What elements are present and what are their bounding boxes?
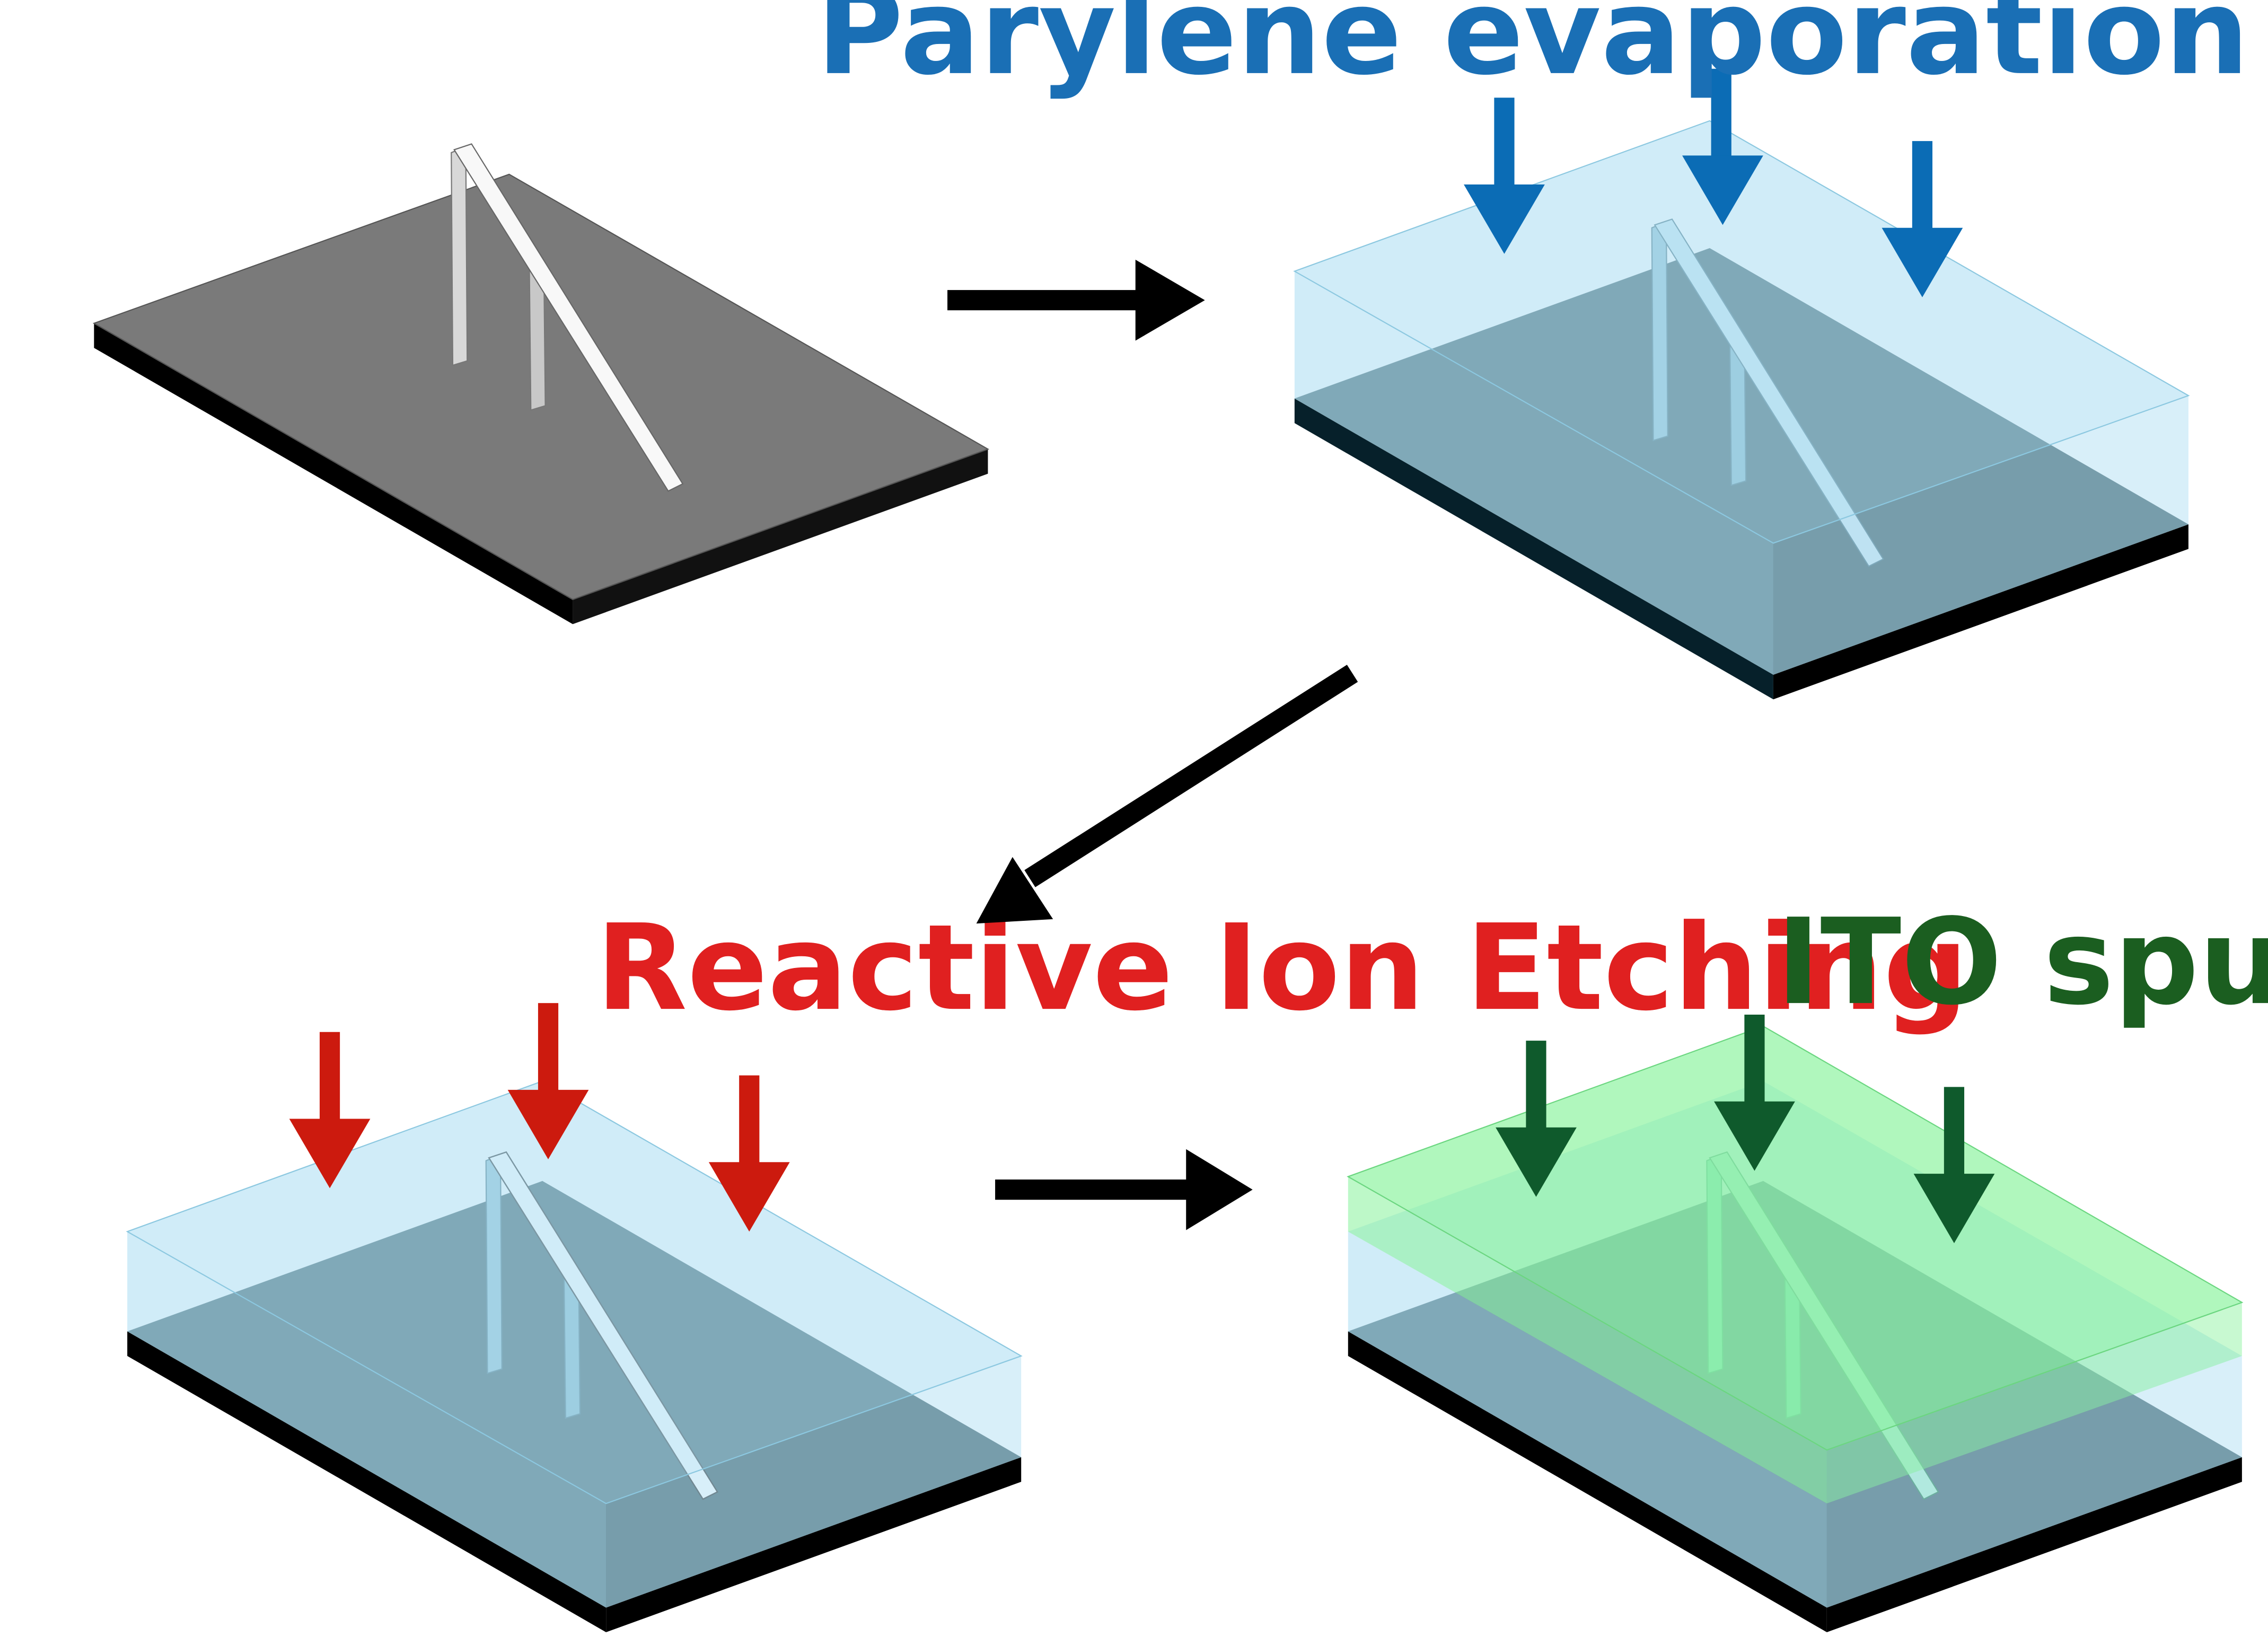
down-arrow-icon: [1714, 1015, 1795, 1171]
layer-side-right: [606, 1355, 1022, 1608]
panel-parylene-coated: Parylene evaporation: [816, 0, 2249, 700]
panel-bare-substrate: [92, 143, 990, 624]
layer-side-right: [1773, 395, 2188, 675]
substrate-side-right: [1826, 1457, 2242, 1632]
process-arrow-step2-to-step3: [976, 665, 1358, 924]
panel-ito-coated: ITO sputter coating: [1347, 893, 2268, 1632]
substrate-side-front: [1348, 1331, 1827, 1632]
down-arrow-icon: [1682, 68, 1763, 225]
parylene-layer: [126, 1080, 1023, 1608]
down-arrow-icon: [1882, 141, 1963, 297]
panel-after-rie: Reactive Ion Etching: [126, 899, 1968, 1632]
layer-side-front: [1348, 1231, 1827, 1608]
substrate-side-front: [94, 323, 573, 624]
layer-side-front: [1294, 271, 1773, 675]
layer-top: [126, 1080, 1023, 1504]
process-arrow-step1-to-step2: [947, 259, 1205, 341]
down-arrow-icon: [507, 1003, 589, 1159]
down-arrow-icon: [289, 1032, 371, 1189]
ito-side-front: [1348, 1176, 1827, 1504]
parylene-deposition-arrows: [1464, 68, 1963, 297]
nanowire-structure: [451, 143, 684, 492]
layer-side-right: [1826, 1355, 2242, 1608]
label-parylene-evaporation: Parylene evaporation: [816, 0, 2249, 101]
down-arrow-icon: [1464, 98, 1545, 254]
down-arrow-icon: [1913, 1087, 1995, 1244]
layer-side-front: [127, 1231, 606, 1608]
substrate-side-right: [573, 449, 988, 624]
label-ito-sputter-coating: ITO sputter coating: [1776, 893, 2268, 1031]
substrate-side-front: [1294, 398, 1773, 700]
down-arrow-icon: [1496, 1041, 1577, 1197]
down-arrow-icon: [708, 1075, 790, 1232]
label-reactive-ion-etching: Reactive Ion Etching: [596, 899, 1968, 1037]
substrate-side-right: [606, 1457, 1022, 1632]
ito-side-right: [1826, 1302, 2242, 1504]
ito-sputter-arrows: [1496, 1015, 1995, 1244]
substrate-side-front: [127, 1331, 606, 1632]
substrate-side-right: [1773, 524, 2188, 700]
tilted-wire: [453, 143, 684, 492]
rie-etch-arrows: [289, 1003, 790, 1232]
pillar-front: [451, 146, 468, 366]
process-arrow-step3-to-step4: [995, 1149, 1253, 1230]
